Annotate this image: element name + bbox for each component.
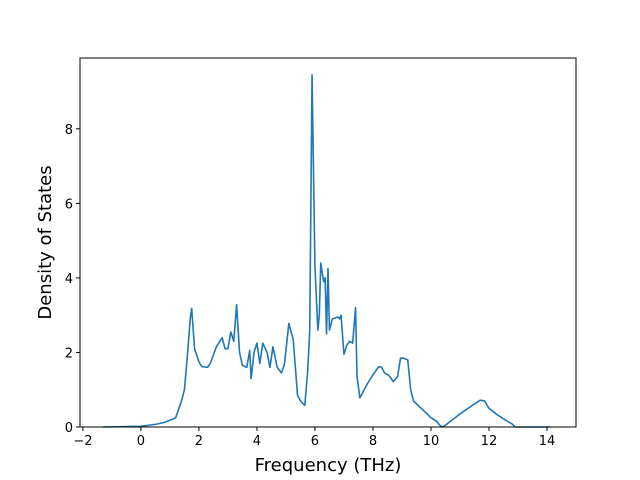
x-tick-label: 14 (539, 434, 556, 449)
x-tick-label: 10 (423, 434, 440, 449)
x-tick-label: 2 (195, 434, 203, 449)
x-tick-label: 12 (481, 434, 498, 449)
dos-series-line-0 (103, 73, 550, 428)
plot-area (103, 73, 550, 428)
x-tick-label: 6 (311, 434, 319, 449)
y-tick-label: 4 (65, 272, 73, 287)
x-tick-label: 8 (369, 434, 377, 449)
y-axis-ticks: 0 2 4 6 8 (65, 123, 80, 436)
x-tick-label: −2 (73, 434, 92, 449)
y-axis-label: Density of States (35, 165, 56, 319)
x-axis-label: Frequency (THz) (255, 455, 402, 476)
y-tick-label: 2 (65, 346, 73, 361)
x-axis-ticks: −2 0 2 4 6 8 10 12 14 (73, 427, 555, 449)
axes-frame (79, 57, 577, 428)
y-tick-label: 0 (65, 421, 73, 436)
y-tick-label: 6 (65, 197, 73, 212)
y-tick-label: 8 (65, 123, 73, 138)
x-tick-label: 0 (137, 434, 145, 449)
x-tick-label: 4 (253, 434, 261, 449)
